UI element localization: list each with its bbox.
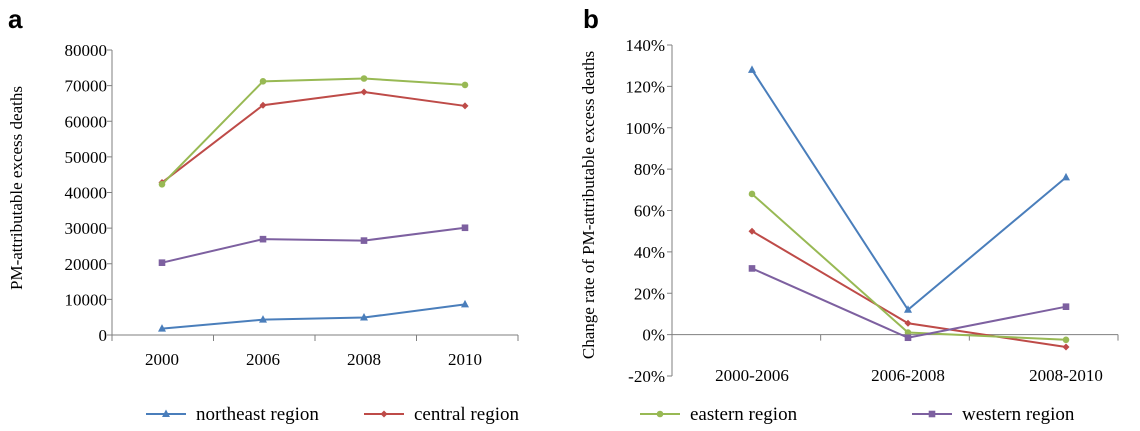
y-tick-label: 60000 — [65, 112, 108, 131]
y-tick-label: 140% — [625, 36, 665, 55]
series-central-region — [748, 227, 1070, 351]
data-point-central-region — [904, 319, 912, 327]
data-point-western-region — [904, 334, 912, 342]
y-tick-label: 20000 — [65, 255, 108, 274]
data-point-western-region — [158, 259, 166, 266]
data-point-eastern-region — [904, 329, 912, 336]
x-tick-label: 2010 — [448, 350, 482, 369]
y-tick-label: 50000 — [65, 148, 108, 167]
data-point-western-region — [259, 235, 267, 243]
series-northeast-region — [748, 65, 1070, 313]
y-tick-label: 80% — [634, 160, 665, 179]
series-eastern-region — [158, 75, 469, 188]
series-western-region — [158, 224, 469, 266]
series-northeast-region — [158, 299, 469, 332]
series-line-northeast-region — [751, 69, 1067, 312]
panel-a-letter: a — [8, 4, 23, 34]
data-point-northeast-region — [1062, 172, 1070, 181]
data-point-central-region — [259, 101, 267, 109]
chart-panel-b: -20% 0% 20% 40% 60% 80% 100% 120% 140% 2000-2006 2… — [579, 36, 1119, 386]
y-tick-label: 10000 — [65, 290, 108, 309]
legend: northeast region central region eastern re… — [146, 404, 1075, 425]
y-tick-label: 100% — [625, 119, 665, 138]
data-point-central-region — [1062, 343, 1070, 351]
legend-marker — [162, 409, 170, 417]
y-tick-label: 40000 — [65, 184, 108, 203]
legend-label: western region — [962, 404, 1075, 425]
series-line-western-region — [161, 226, 466, 264]
legend-label: eastern region — [690, 404, 798, 425]
legend-item-eastern-region: eastern region — [640, 404, 798, 425]
data-point-northeast-region — [360, 313, 368, 321]
legend-marker — [928, 410, 936, 418]
x-tick-label: 2000 — [145, 350, 179, 369]
data-point-western-region — [1062, 303, 1070, 310]
legend-item-central-region: central region — [364, 404, 519, 425]
series-eastern-region — [748, 190, 1070, 344]
x-tick-label: 2006-2008 — [871, 366, 945, 385]
data-point-central-region — [748, 227, 756, 235]
data-point-eastern-region — [748, 190, 756, 198]
data-point-northeast-region — [461, 299, 469, 308]
y-tick-label: 30000 — [65, 219, 108, 238]
data-point-northeast-region — [158, 324, 166, 332]
series-central-region — [158, 88, 469, 187]
series-line-western-region — [751, 267, 1067, 339]
data-point-western-region — [360, 237, 368, 244]
y-tick-label: 120% — [625, 77, 665, 96]
data-point-northeast-region — [748, 65, 756, 73]
data-point-eastern-region — [158, 181, 166, 188]
legend-item-northeast-region: northeast region — [146, 404, 319, 425]
x-tick-label: 2008-2010 — [1029, 366, 1103, 385]
panel-b-letter: b — [583, 4, 599, 34]
data-point-northeast-region — [904, 305, 912, 313]
data-point-eastern-region — [461, 81, 469, 89]
y-axis-title: Change rate of PM-attributable excess de… — [579, 51, 598, 359]
data-point-eastern-region — [360, 75, 368, 82]
data-point-eastern-region — [259, 78, 267, 85]
x-tick-label: 2000-2006 — [715, 366, 789, 385]
y-tick-label: 80000 — [65, 41, 108, 60]
legend-label: northeast region — [196, 404, 319, 425]
y-tick-label: 0 — [99, 326, 108, 345]
x-tick-label: 2008 — [347, 350, 381, 369]
series-line-central-region — [161, 91, 466, 184]
y-axis-title: PM-attributable excess deaths — [7, 86, 26, 290]
series-line-eastern-region — [161, 77, 466, 186]
legend-marker — [656, 410, 664, 418]
legend-label: central region — [414, 404, 519, 425]
data-point-western-region — [461, 224, 469, 232]
x-tick-label: 2006 — [246, 350, 280, 369]
chart-panel-a: 0 10000 20000 30000 40000 50000 60000 70000 8000… — [7, 41, 519, 369]
y-tick-label: 70000 — [65, 77, 108, 96]
data-point-northeast-region — [259, 315, 267, 323]
y-tick-label: 60% — [634, 202, 665, 221]
data-point-central-region — [461, 102, 469, 110]
series-western-region — [748, 265, 1070, 342]
series-line-northeast-region — [161, 303, 466, 330]
data-point-central-region — [360, 88, 368, 96]
y-tick-label: -20% — [628, 367, 665, 386]
data-point-western-region — [748, 265, 756, 272]
legend-item-western-region: western region — [912, 404, 1075, 425]
y-tick-label: 40% — [634, 243, 665, 262]
data-point-eastern-region — [1062, 336, 1070, 344]
y-tick-label: 20% — [634, 284, 665, 303]
y-tick-label: 0% — [642, 326, 665, 345]
legend-marker — [380, 410, 388, 418]
